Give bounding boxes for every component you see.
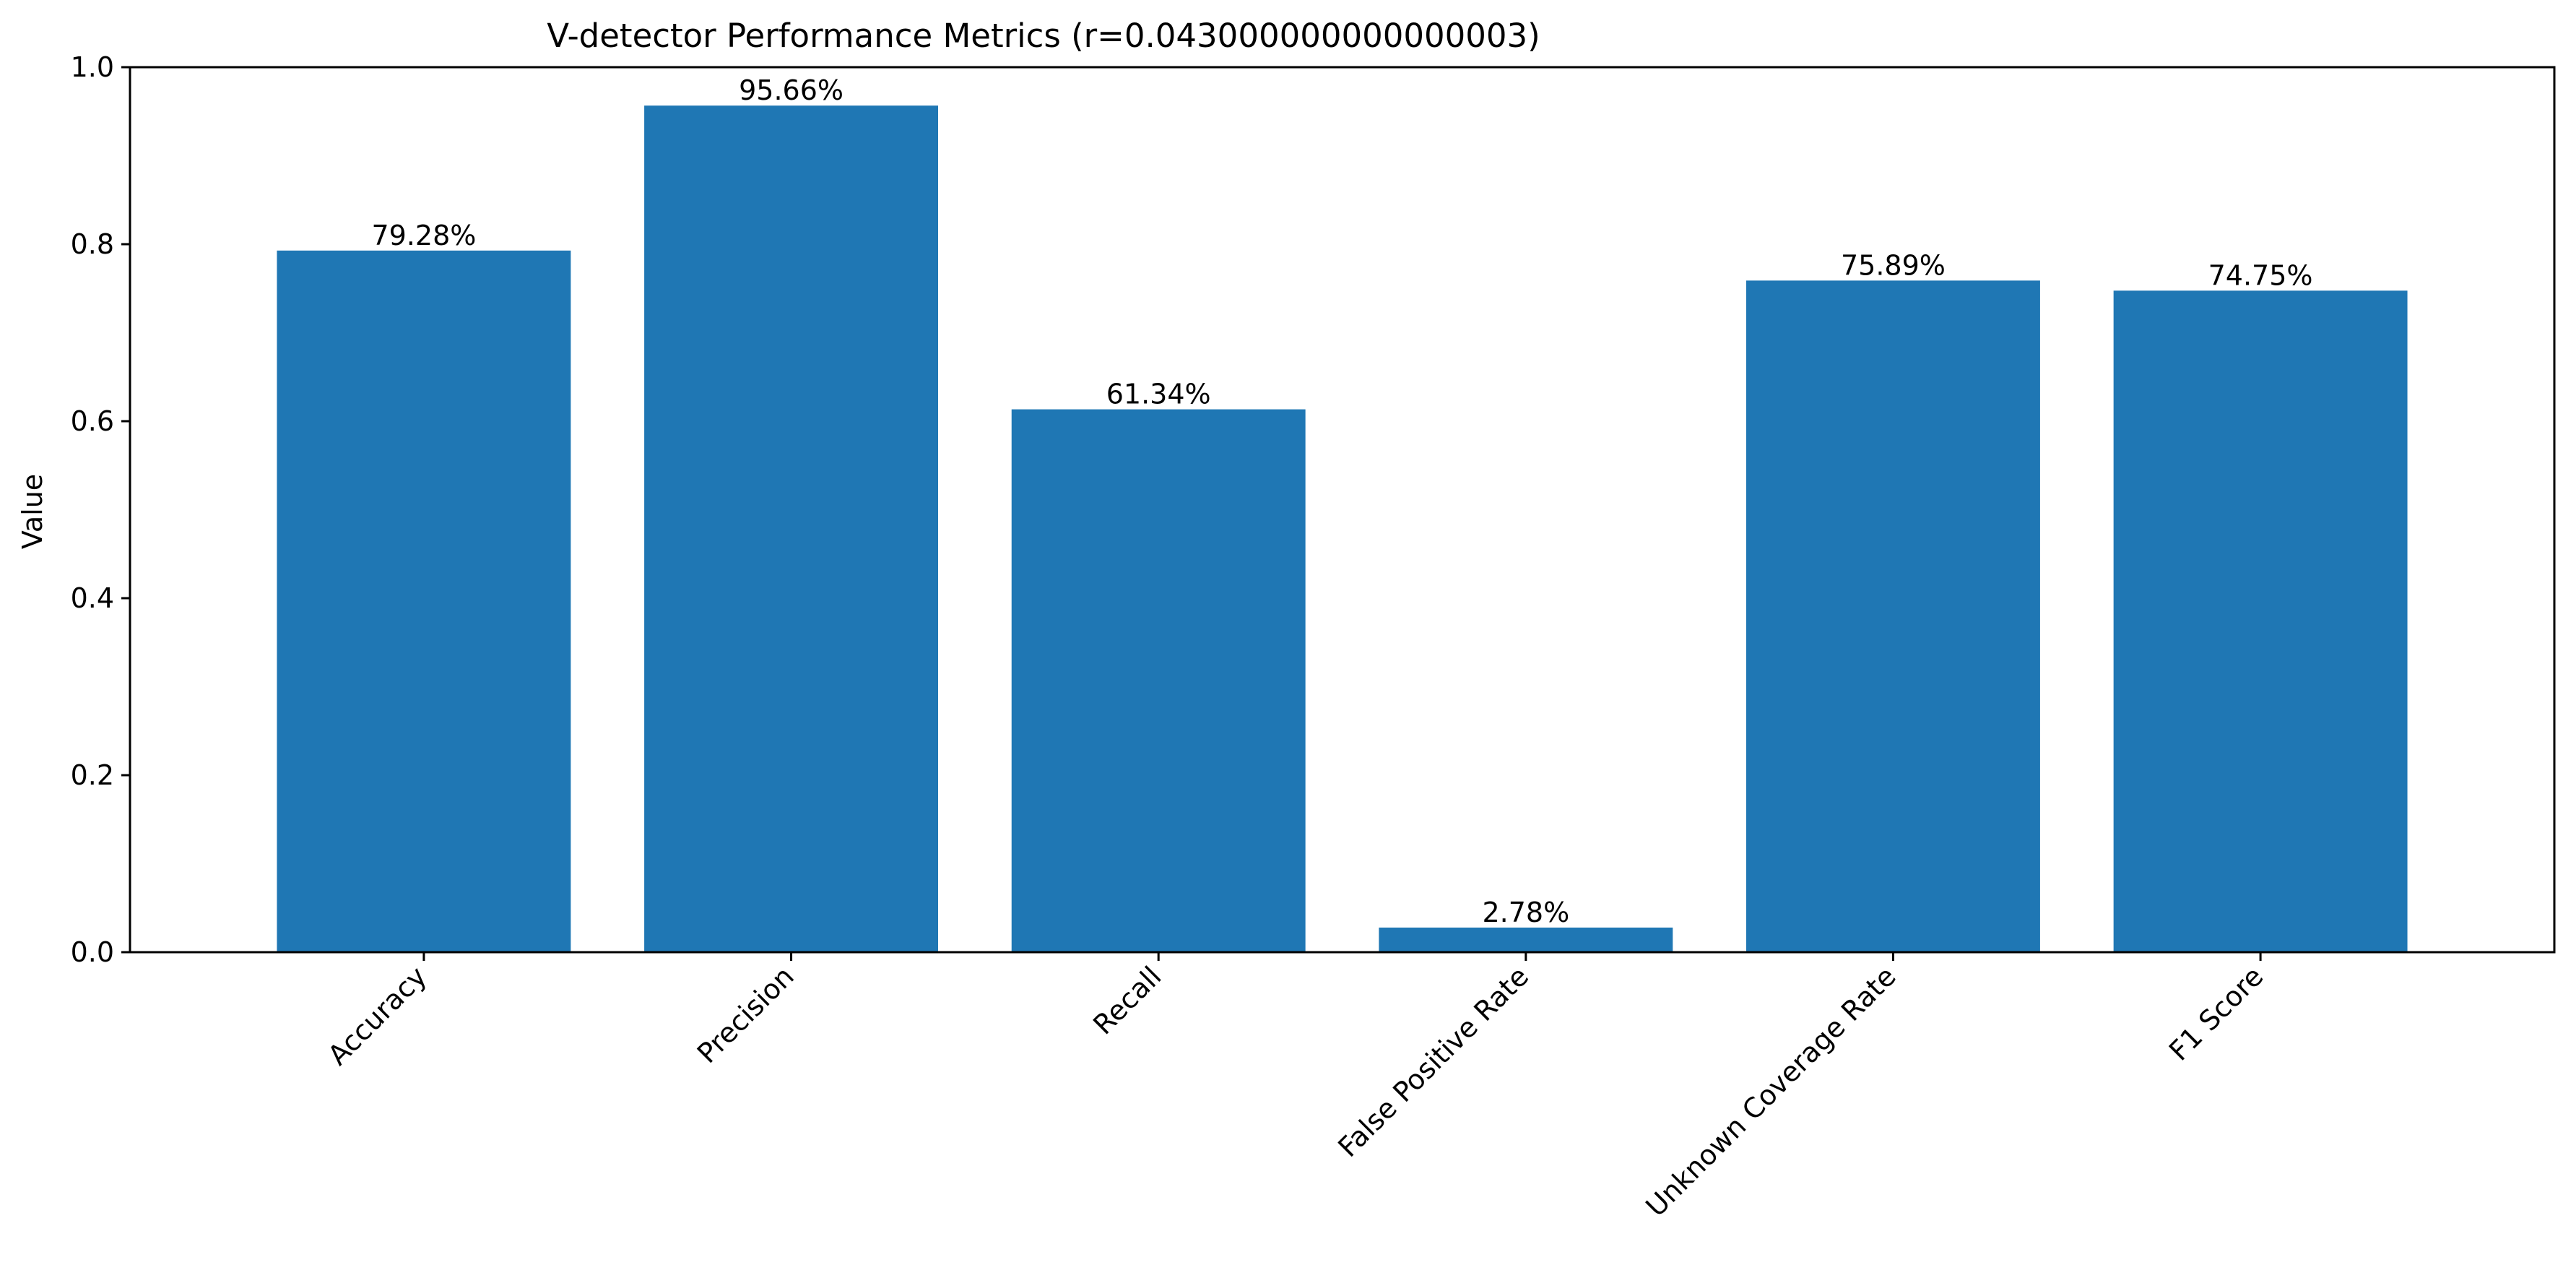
plot-frame [129,66,2556,954]
bar-precision [644,105,938,952]
bar-accuracy [277,250,571,952]
y-axis-label: Value [17,474,48,549]
y-axis-ticks: 0.0 0.2 0.4 0.6 0.8 1.0 [71,51,130,968]
y-tick-label: 0.2 [71,759,114,791]
bar-unknown-coverage-rate [1746,280,2040,953]
bar-false-positive-rate [1379,927,1673,952]
y-tick-label: 0.8 [71,228,114,260]
data-label: 74.75% [2208,259,2313,291]
chart-title: V-detector Performance Metrics (r=0.0430… [547,17,1540,55]
y-tick-label: 0.6 [71,405,114,437]
data-label: 75.89% [1841,249,1946,281]
data-label: 95.66% [739,74,844,106]
y-tick-label: 0.4 [71,582,114,614]
bar-f1-score [2113,290,2408,952]
data-labels-group: 79.28% 95.66% 61.34% 2.78% 75.89% 74.75% [371,74,2312,928]
data-label: 2.78% [1482,897,1569,928]
data-label: 79.28% [371,220,476,251]
y-tick-label: 0.0 [71,936,114,968]
bar-recall [1011,409,1306,952]
data-label: 61.34% [1106,379,1211,410]
bars-group [277,105,2408,953]
y-tick-label: 1.0 [71,51,114,83]
